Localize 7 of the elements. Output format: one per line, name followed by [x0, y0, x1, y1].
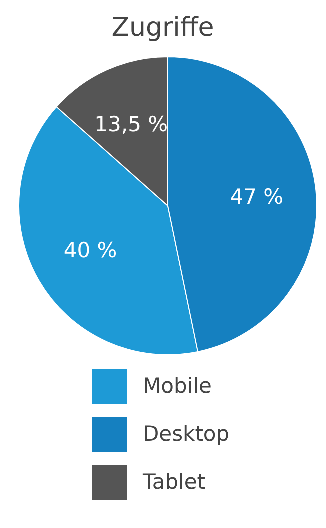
data-label: 13,5 %	[94, 112, 168, 136]
legend-label: Tablet	[143, 470, 206, 494]
chart-title: Zugriffe	[110, 12, 216, 45]
legend-label: Mobile	[143, 374, 212, 398]
legend-label: Desktop	[143, 422, 230, 446]
data-label: 47 %	[230, 184, 284, 209]
data-label: 40 %	[64, 238, 118, 263]
